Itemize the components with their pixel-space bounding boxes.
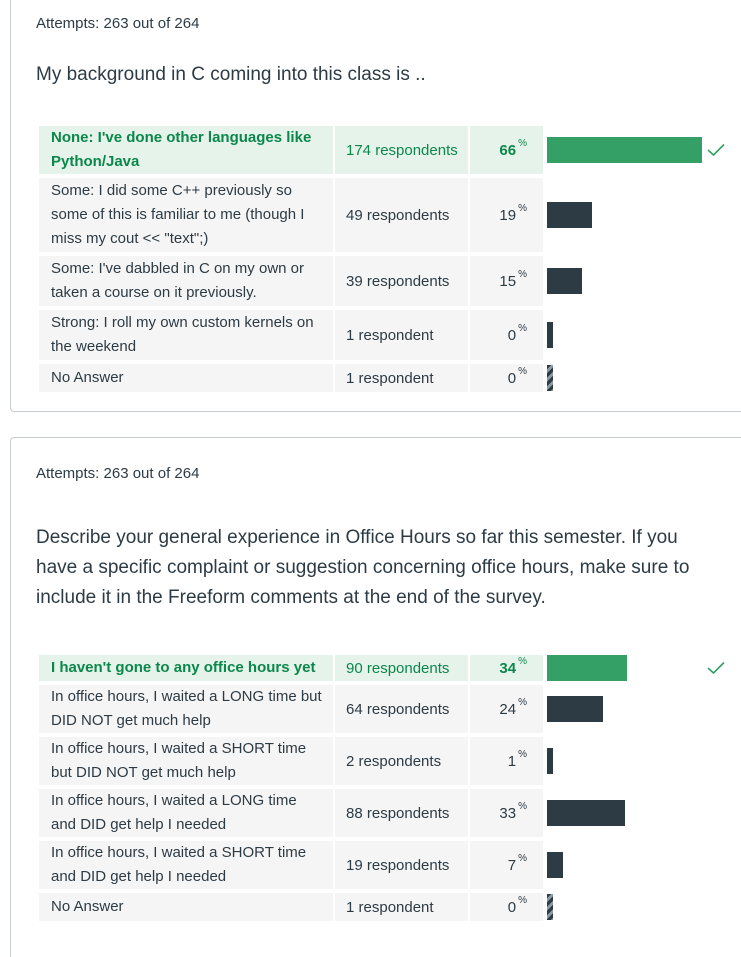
percent-number: 34 — [499, 659, 517, 677]
percent-number: 0 — [507, 369, 517, 387]
answer-row: In office hours, I waited a SHORT time b… — [39, 737, 739, 785]
percent-symbol: % — [518, 696, 527, 708]
answer-text: None: I've done other languages like Pyt… — [39, 126, 333, 174]
percent-number: 19 — [499, 206, 517, 224]
percent-symbol: % — [518, 137, 527, 149]
answer-text: No Answer — [39, 893, 333, 921]
percent-symbol: % — [518, 365, 527, 377]
percent-number: 0 — [507, 898, 517, 916]
percent-symbol: % — [518, 655, 527, 667]
answer-text: Strong: I roll my own custom kernels on … — [39, 310, 333, 360]
percent-symbol: % — [518, 268, 527, 280]
percent-value: 19% — [470, 178, 543, 252]
answer-row-correct: I haven't gone to any office hours yet 90… — [39, 655, 739, 681]
answer-row-correct: None: I've done other languages like Pyt… — [39, 126, 739, 174]
attempts-count: Attempts: 263 out of 264 — [36, 465, 200, 482]
percent-bar-track — [547, 894, 703, 920]
question-text: Describe your general experience in Offi… — [36, 527, 690, 608]
answer-text: Some: I did some C++ previously so some … — [39, 178, 333, 252]
respondent-count: 2 respondents — [335, 737, 468, 785]
percent-value: 33% — [470, 789, 543, 837]
answer-text: No Answer — [39, 364, 333, 392]
percent-bar-track — [547, 202, 703, 228]
percent-bar-track — [547, 322, 703, 348]
percent-value: 34% — [470, 655, 543, 681]
percent-symbol: % — [518, 748, 527, 760]
percent-bar — [547, 322, 553, 348]
respondent-count: 19 respondents — [335, 841, 468, 889]
percent-bar — [547, 748, 553, 774]
percent-value: 66% — [470, 126, 543, 174]
respondent-count: 88 respondents — [335, 789, 468, 837]
answer-row: In office hours, I waited a LONG time bu… — [39, 685, 739, 733]
answer-list: I haven't gone to any office hours yet 90… — [39, 655, 739, 925]
percent-bar — [547, 800, 625, 826]
respondent-count: 174 respondents — [335, 126, 468, 174]
percent-value: 0% — [470, 310, 543, 360]
survey-card-1: Attempts: 263 out of 264 My background i… — [10, 0, 741, 412]
percent-bar — [547, 137, 702, 163]
question-text: My background in C coming into this clas… — [36, 64, 426, 85]
respondent-count: 1 respondent — [335, 310, 468, 360]
percent-number: 1 — [507, 752, 517, 770]
attempts-count: Attempts: 263 out of 264 — [36, 15, 200, 32]
percent-value: 24% — [470, 685, 543, 733]
respondent-count: 1 respondent — [335, 364, 468, 392]
percent-number: 24 — [499, 700, 517, 718]
percent-bar-track — [547, 365, 703, 391]
percent-value: 7% — [470, 841, 543, 889]
percent-bar-track — [547, 268, 703, 294]
answer-row: No Answer 1 respondent 0% — [39, 364, 739, 392]
percent-bar — [547, 696, 603, 722]
answer-text: I haven't gone to any office hours yet — [39, 655, 333, 681]
respondent-count: 1 respondent — [335, 893, 468, 921]
percent-bar-track — [547, 748, 703, 774]
percent-number: 15 — [499, 272, 517, 290]
respondent-count: 64 respondents — [335, 685, 468, 733]
answer-list: None: I've done other languages like Pyt… — [39, 126, 739, 396]
answer-row: Some: I've dabbled in C on my own or tak… — [39, 256, 739, 306]
no-answer-bar — [547, 894, 553, 920]
percent-bar — [547, 268, 582, 294]
percent-value: 0% — [470, 893, 543, 921]
percent-bar — [547, 655, 627, 681]
percent-bar-track — [547, 655, 725, 681]
checkmark-icon — [707, 661, 725, 675]
answer-text: In office hours, I waited a LONG time an… — [39, 789, 333, 837]
answer-text: In office hours, I waited a LONG time bu… — [39, 685, 333, 733]
answer-text: In office hours, I waited a SHORT time b… — [39, 737, 333, 785]
percent-bar-track — [547, 137, 725, 163]
percent-value: 0% — [470, 364, 543, 392]
percent-bar-track — [547, 852, 703, 878]
respondent-count: 39 respondents — [335, 256, 468, 306]
percent-symbol: % — [518, 322, 527, 334]
percent-value: 1% — [470, 737, 543, 785]
survey-card-2: Attempts: 263 out of 264 Describe your g… — [10, 437, 741, 957]
no-answer-bar — [547, 365, 553, 391]
answer-row: No Answer 1 respondent 0% — [39, 893, 739, 921]
percent-number: 7 — [507, 856, 517, 874]
percent-value: 15% — [470, 256, 543, 306]
percent-bar — [547, 202, 592, 228]
percent-number: 66 — [499, 141, 517, 159]
respondent-count: 49 respondents — [335, 178, 468, 252]
percent-number: 0 — [507, 326, 517, 344]
answer-row: Some: I did some C++ previously so some … — [39, 178, 739, 252]
percent-symbol: % — [518, 800, 527, 812]
answer-row: In office hours, I waited a SHORT time a… — [39, 841, 739, 889]
checkmark-icon — [707, 143, 725, 157]
percent-symbol: % — [518, 852, 527, 864]
percent-symbol: % — [518, 894, 527, 906]
answer-text: In office hours, I waited a SHORT time a… — [39, 841, 333, 889]
percent-bar — [547, 852, 563, 878]
answer-row: In office hours, I waited a LONG time an… — [39, 789, 739, 837]
respondent-count: 90 respondents — [335, 655, 468, 681]
percent-bar-track — [547, 800, 703, 826]
answer-text: Some: I've dabbled in C on my own or tak… — [39, 256, 333, 306]
percent-symbol: % — [518, 202, 527, 214]
answer-row: Strong: I roll my own custom kernels on … — [39, 310, 739, 360]
percent-number: 33 — [499, 804, 517, 822]
percent-bar-track — [547, 696, 703, 722]
